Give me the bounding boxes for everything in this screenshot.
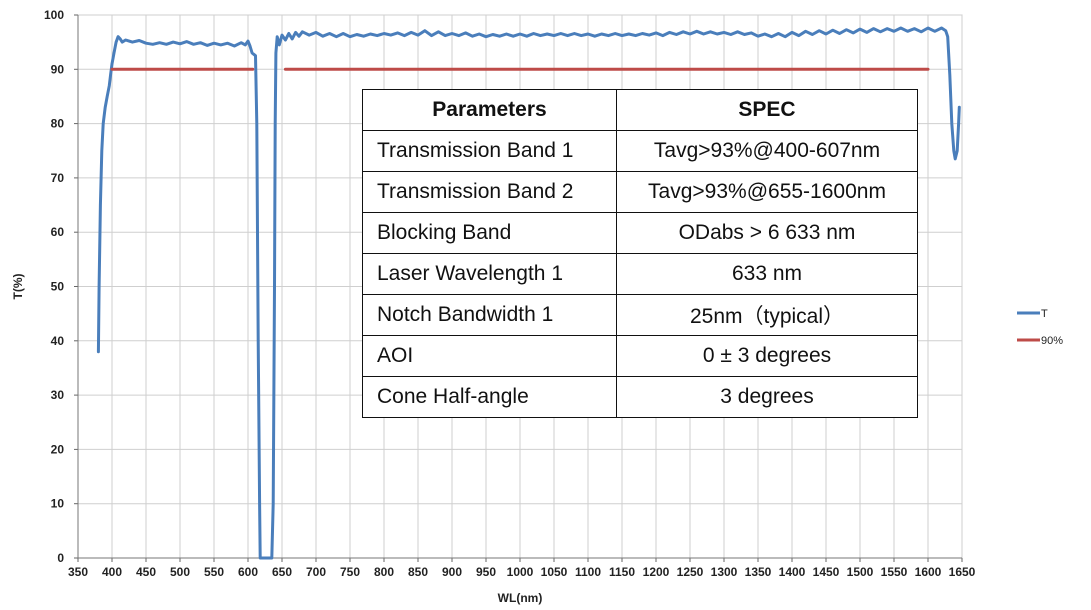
- spec-value-cell: 25nm（typical）: [616, 294, 918, 336]
- y-tick-label: 60: [51, 225, 65, 239]
- spec-param-cell: Cone Half-angle: [362, 376, 617, 418]
- spec-table: Parameters SPEC Transmission Band 1 Tavg…: [362, 89, 918, 418]
- x-tick-label: 650: [272, 565, 292, 579]
- x-tick-label: 1050: [541, 565, 568, 579]
- x-tick-label: 550: [204, 565, 224, 579]
- x-tick-label: 1150: [609, 565, 635, 579]
- y-tick-label: 10: [51, 497, 65, 511]
- x-tick-label: 1650: [949, 565, 976, 579]
- spec-table-row: AOI 0 ± 3 degrees: [362, 335, 918, 377]
- x-tick-label: 950: [476, 565, 496, 579]
- spec-value-cell: Tavg>93%@655-1600nm: [616, 171, 918, 213]
- x-tick-label: 1200: [643, 565, 670, 579]
- y-tick-label: 70: [51, 171, 65, 185]
- y-tick-label: 100: [44, 8, 64, 22]
- x-tick-label: 450: [136, 565, 156, 579]
- spec-table-row: Blocking Band ODabs > 6 633 nm: [362, 212, 918, 254]
- x-tick-label: 800: [374, 565, 394, 579]
- spec-table-row: Transmission Band 2 Tavg>93%@655-1600nm: [362, 171, 918, 213]
- y-tick-label: 0: [57, 551, 64, 565]
- y-tick-label: 50: [51, 280, 65, 294]
- spec-param-cell: AOI: [362, 335, 617, 377]
- spec-value-cell: 633 nm: [616, 253, 918, 295]
- spec-param-cell: Blocking Band: [362, 212, 617, 254]
- y-tick-label: 90: [51, 62, 65, 76]
- spec-param-cell: Transmission Band 2: [362, 171, 617, 213]
- x-tick-label: 1450: [813, 565, 840, 579]
- x-axis-title: WL(nm): [498, 591, 543, 605]
- spec-table-header-parameters: Parameters: [362, 89, 617, 131]
- spec-value-cell: 0 ± 3 degrees: [616, 335, 918, 377]
- spec-table-row: Laser Wavelength 1 633 nm: [362, 253, 918, 295]
- x-tick-label: 1350: [745, 565, 772, 579]
- y-tick-label: 80: [51, 117, 65, 131]
- x-tick-label: 1250: [677, 565, 704, 579]
- x-tick-label: 1550: [881, 565, 908, 579]
- y-tick-label: 20: [51, 442, 65, 456]
- x-tick-label: 1300: [711, 565, 738, 579]
- spec-param-cell: Notch Bandwidth 1: [362, 294, 617, 336]
- spec-value-cell: 3 degrees: [616, 376, 918, 418]
- y-axis-title: T(%): [11, 274, 25, 300]
- x-tick-label: 1400: [779, 565, 806, 579]
- x-tick-label: 1600: [915, 565, 942, 579]
- legend-label: T: [1041, 308, 1048, 320]
- x-tick-label: 900: [442, 565, 462, 579]
- spec-param-cell: Transmission Band 1: [362, 130, 617, 172]
- chart-legend: T 90%: [1017, 308, 1063, 347]
- x-tick-label: 750: [340, 565, 360, 579]
- x-tick-label: 1100: [575, 565, 601, 579]
- y-tick-label: 40: [51, 334, 65, 348]
- spec-table-header-spec: SPEC: [616, 89, 918, 131]
- spec-table-row: Cone Half-angle 3 degrees: [362, 376, 918, 418]
- spec-param-cell: Laser Wavelength 1: [362, 253, 617, 295]
- x-tick-label: 500: [170, 565, 190, 579]
- spec-value-cell: Tavg>93%@400-607nm: [616, 130, 918, 172]
- spec-value-cell: ODabs > 6 633 nm: [616, 212, 918, 254]
- x-tick-label: 400: [102, 565, 122, 579]
- x-tick-label: 600: [238, 565, 258, 579]
- x-tick-label: 350: [68, 565, 88, 579]
- x-tick-label: 700: [306, 565, 326, 579]
- chart-series: [96, 26, 961, 560]
- spec-table-header-row: Parameters SPEC: [362, 89, 918, 131]
- legend-label: 90%: [1041, 335, 1063, 347]
- y-tick-label: 30: [51, 388, 65, 402]
- x-tick-label: 1000: [507, 565, 534, 579]
- x-tick-label: 1500: [847, 565, 874, 579]
- series-line-t: [96, 26, 961, 560]
- spec-table-row: Transmission Band 1 Tavg>93%@400-607nm: [362, 130, 918, 172]
- spec-table-row: Notch Bandwidth 1 25nm（typical）: [362, 294, 918, 336]
- chart-axes: [74, 14, 963, 562]
- chart-tick-labels: 350 400 450 500 550 600 650 700 750 800 850 900 950 1…: [44, 8, 976, 579]
- x-tick-label: 850: [408, 565, 428, 579]
